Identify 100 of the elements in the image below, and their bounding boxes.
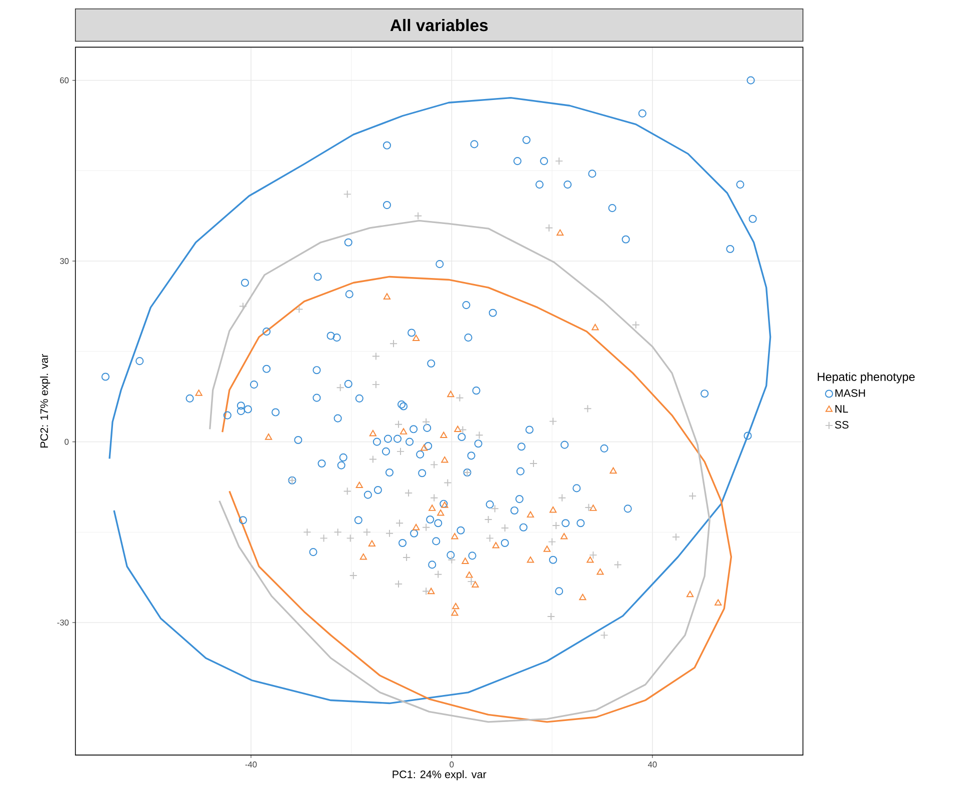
point [404,488,413,497]
point [368,455,377,464]
point [372,380,380,388]
point [437,509,444,516]
point [362,528,371,536]
point [444,478,452,487]
point [295,305,304,314]
point [434,570,442,578]
point [430,460,438,469]
chart-title: All variables [390,18,488,32]
point [600,630,608,640]
legend-label: NL [835,404,848,412]
point [430,494,438,502]
point [422,523,430,532]
point [412,524,420,530]
point [372,352,380,360]
x-tick-label: -40 [245,761,257,768]
point [714,599,722,606]
point [484,515,492,524]
y-axis-title: PC2: 17% expl. var [40,354,50,448]
point [303,528,312,536]
point [451,609,458,616]
point [422,418,430,426]
legend-label: SS [835,420,848,428]
y-tick-label: 60 [60,77,69,84]
y-tick-label: 0 [64,438,69,445]
point [195,389,202,396]
point [529,459,538,468]
point [462,557,469,564]
point [688,492,697,500]
point [265,433,272,440]
point [383,292,391,300]
point [349,571,358,580]
point [414,212,422,220]
point [466,571,473,578]
point [447,390,454,397]
point [475,430,484,440]
point [389,339,398,348]
point [686,590,694,597]
point [467,577,476,586]
point [454,426,462,432]
point [586,556,594,563]
point [385,529,394,538]
point [492,542,500,548]
point [334,528,342,536]
point [547,612,556,620]
y-tick-label: 30 [60,258,69,264]
point [543,545,551,552]
point [394,580,403,588]
point [346,534,354,542]
point [500,524,509,532]
point [396,447,405,456]
point [552,521,560,530]
point [579,594,586,600]
point [556,229,564,236]
x-tick-label: 0 [450,761,454,768]
point [456,394,464,402]
point [422,586,430,596]
point [394,420,403,428]
point [548,538,556,546]
point [343,190,352,198]
point [368,540,376,546]
x-tick-label: 40 [648,761,657,768]
point [441,456,448,463]
point [549,417,558,426]
point [526,511,534,518]
point [400,428,408,434]
point [560,532,568,540]
point [428,504,436,511]
point [343,486,352,496]
point [440,432,448,438]
point [526,556,534,563]
point [320,534,328,542]
point [412,334,420,341]
point [452,602,460,609]
point [584,503,593,512]
line-series [108,96,772,704]
point [545,224,554,232]
point [589,550,598,559]
point [458,426,467,434]
point [402,553,411,562]
point [356,482,363,488]
point [395,518,404,527]
legend-label: MASH [835,389,865,397]
line-series [222,276,732,723]
point [428,588,435,594]
point [592,324,599,330]
point [672,532,680,541]
point [369,430,376,436]
point [590,504,597,511]
point [610,467,617,474]
point [336,383,344,392]
point [451,532,458,540]
point [614,560,622,569]
point [555,156,564,165]
point [558,494,566,502]
legend-title: Hepatic phenotype [818,372,915,384]
point [486,534,494,542]
x-axis-title: PC1: 24% expl. var [392,770,486,780]
point [632,320,640,329]
